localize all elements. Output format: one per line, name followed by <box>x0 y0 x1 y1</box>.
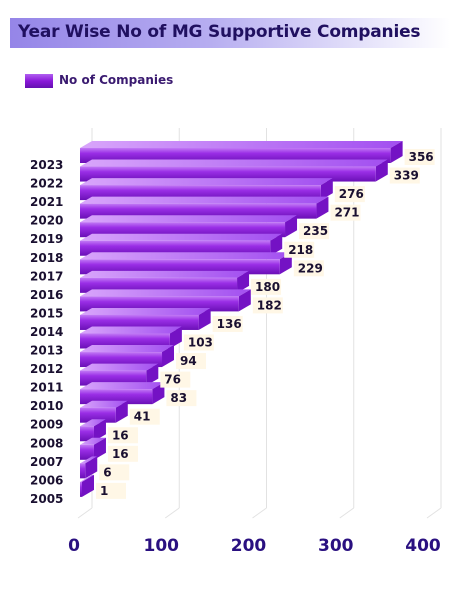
value-label-bg <box>251 278 282 295</box>
category-label-2019: 2019 <box>30 232 63 246</box>
gridline-floor <box>252 507 267 519</box>
legend-label: No of Companies <box>59 73 174 87</box>
value-label-bg <box>107 445 138 462</box>
category-label-2011: 2011 <box>30 381 63 395</box>
category-label-2008: 2008 <box>30 436 63 450</box>
category-label-2020: 2020 <box>30 214 63 228</box>
legend-swatch <box>25 74 53 88</box>
bar-2023 <box>80 141 403 163</box>
bar-2010 <box>80 382 165 405</box>
value-label-bg <box>299 223 330 240</box>
bar-2018 <box>80 233 283 256</box>
value-label-2013: 103 <box>188 336 213 350</box>
x-tick-label: 400 <box>405 536 441 556</box>
category-label-2013: 2013 <box>30 344 63 358</box>
value-label-bg <box>107 427 138 444</box>
value-label-2014: 136 <box>217 317 242 331</box>
value-label-bg <box>293 260 324 277</box>
value-label-bg <box>176 353 207 370</box>
bar-2013 <box>80 326 182 349</box>
value-label-2012: 94 <box>180 354 197 368</box>
value-label-bg <box>389 167 420 184</box>
bar-2005 <box>80 474 94 497</box>
value-label-bg <box>212 315 243 332</box>
value-label-bg <box>96 482 126 499</box>
value-label-2006: 6 <box>103 465 111 479</box>
value-label-bg <box>284 241 315 258</box>
category-label-2012: 2012 <box>30 362 63 376</box>
bar-2017 <box>80 252 292 275</box>
bars <box>80 141 403 497</box>
bar-2006 <box>80 456 98 479</box>
title-bar: Year Wise No of MG Supportive Companies <box>10 18 450 48</box>
value-label-bg <box>252 297 283 314</box>
bar-2012 <box>80 345 175 368</box>
bar-2022 <box>80 159 388 182</box>
value-label-bg <box>330 204 361 221</box>
value-label-bg <box>166 390 197 407</box>
gridline-floor <box>164 507 180 519</box>
x-tick-label: 0 <box>68 536 80 556</box>
bar-2016 <box>80 270 250 293</box>
gridline-floor <box>339 507 355 519</box>
gridline-floor <box>77 507 93 519</box>
category-label-2014: 2014 <box>30 325 63 339</box>
x-tick-label: 300 <box>318 536 354 556</box>
gridline-floor <box>426 507 442 519</box>
chart-title: Year Wise No of MG Supportive Companies <box>18 22 421 42</box>
value-label-2020: 271 <box>334 206 359 220</box>
x-tick-label: 200 <box>231 536 267 556</box>
category-label-2022: 2022 <box>30 177 63 191</box>
category-label-2018: 2018 <box>30 251 63 265</box>
value-label-2005: 1 <box>100 484 108 498</box>
value-label-bg <box>404 149 435 165</box>
value-label-bg <box>160 371 191 388</box>
category-label-2007: 2007 <box>30 455 63 469</box>
value-label-2009: 41 <box>134 410 151 424</box>
value-label-2015: 182 <box>257 298 282 312</box>
value-label-2007: 16 <box>112 447 129 461</box>
value-label-bg <box>334 186 365 203</box>
category-label-2009: 2009 <box>30 418 63 432</box>
bar-2019 <box>80 215 298 238</box>
category-label-2023: 2023 <box>30 158 63 172</box>
category-label-2021: 2021 <box>30 195 63 209</box>
bar-2020 <box>80 196 329 219</box>
value-label-2022: 339 <box>394 169 419 183</box>
value-label-2016: 180 <box>255 280 280 294</box>
value-label-2010: 83 <box>170 391 187 405</box>
category-label-2017: 2017 <box>30 269 63 283</box>
value-label-2019: 235 <box>303 224 328 238</box>
value-label-2018: 218 <box>288 243 313 257</box>
value-label-bg <box>129 408 160 425</box>
x-tick-label: 100 <box>144 536 180 556</box>
bar-2014 <box>80 307 211 330</box>
bar-2015 <box>80 289 251 312</box>
value-label-2008: 16 <box>112 428 129 442</box>
category-label-2010: 2010 <box>30 399 63 413</box>
value-label-2021: 276 <box>339 187 364 201</box>
bar-2021 <box>80 178 333 201</box>
value-label-2023: 356 <box>409 150 434 164</box>
bar-2011 <box>80 363 159 386</box>
category-label-2016: 2016 <box>30 288 63 302</box>
value-label-bg <box>99 464 130 481</box>
value-label-2011: 76 <box>164 373 181 387</box>
bar-2009 <box>80 400 128 423</box>
category-label-2015: 2015 <box>30 306 63 320</box>
category-label-2006: 2006 <box>30 473 63 487</box>
value-label-2017: 229 <box>298 261 323 275</box>
bar-2008 <box>80 419 106 442</box>
bar-2007 <box>80 437 106 460</box>
labels: 0 100 200 300 400 356 2023 339 2022 276 2021 271 202… <box>30 149 441 556</box>
category-label-2005: 2005 <box>30 492 63 506</box>
value-label-bg <box>183 334 214 351</box>
